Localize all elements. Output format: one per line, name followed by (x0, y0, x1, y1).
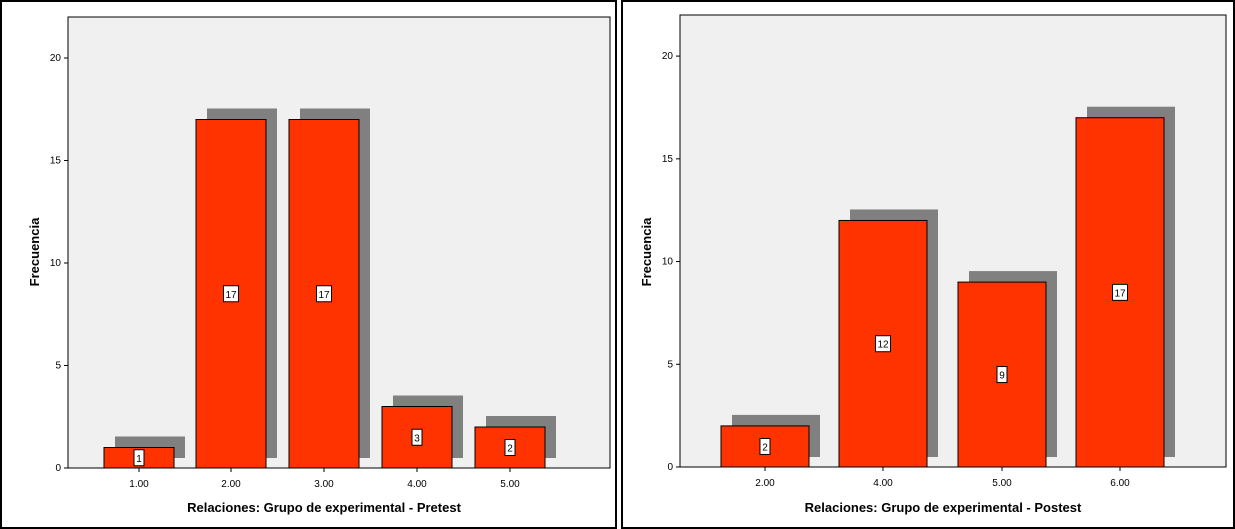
y-tick-label: 10 (662, 257, 674, 268)
y-tick-label: 0 (55, 463, 61, 474)
y-tick-label: 5 (667, 359, 673, 370)
x-tick-label: 4.00 (873, 478, 893, 489)
chart-panel-postest: Frecuencia Relaciones: Grupo de experime… (621, 0, 1235, 529)
x-axis-label: Relaciones: Grupo de experimental - Post… (805, 500, 1082, 515)
x-tick-label: 1.00 (129, 479, 149, 490)
data-label-box (504, 439, 516, 456)
data-label: 17 (1114, 288, 1126, 299)
y-tick-label: 15 (50, 156, 62, 167)
data-label-box (223, 285, 239, 303)
data-label: 2 (762, 442, 768, 453)
y-axis-label: Frecuencia (639, 217, 654, 286)
y-tick-label: 10 (50, 258, 62, 269)
data-label: 9 (999, 371, 1005, 382)
data-label: 1 (136, 454, 142, 465)
y-tick-label: 0 (667, 462, 673, 473)
chart-pretest: Frecuencia Relaciones: Grupo de experime… (27, 16, 611, 515)
x-tick-label: 5.00 (500, 479, 520, 490)
data-label: 3 (414, 433, 420, 444)
y-tick-label: 5 (55, 361, 61, 372)
y-tick-label: 20 (662, 51, 674, 62)
data-label-box (411, 428, 423, 446)
data-label-box (133, 449, 145, 467)
data-label-box (316, 285, 332, 303)
y-axis-label: Frecuencia (27, 217, 42, 286)
data-label: 2 (507, 444, 513, 455)
x-tick-label: 2.00 (755, 478, 775, 489)
chart-panel-pretest: Frecuencia Relaciones: Grupo de experime… (0, 0, 617, 529)
y-tick-label: 15 (662, 154, 674, 165)
y-tick-label: 20 (50, 53, 62, 64)
x-axis-label: Relaciones: Grupo de experimental - Pret… (187, 500, 461, 515)
data-label-box (1112, 283, 1128, 301)
x-tick-label: 6.00 (1110, 478, 1130, 489)
x-tick-label: 2.00 (221, 479, 241, 490)
data-label-box (996, 366, 1008, 384)
data-label-box (875, 335, 891, 353)
x-tick-label: 4.00 (407, 479, 427, 490)
chart-postest: Frecuencia Relaciones: Grupo de experime… (639, 14, 1227, 515)
data-label: 12 (877, 340, 889, 351)
x-tick-label: 5.00 (992, 478, 1012, 489)
data-label-box (759, 437, 771, 455)
x-tick-label: 3.00 (314, 479, 334, 490)
data-label: 17 (225, 290, 237, 301)
data-label: 17 (318, 290, 330, 301)
